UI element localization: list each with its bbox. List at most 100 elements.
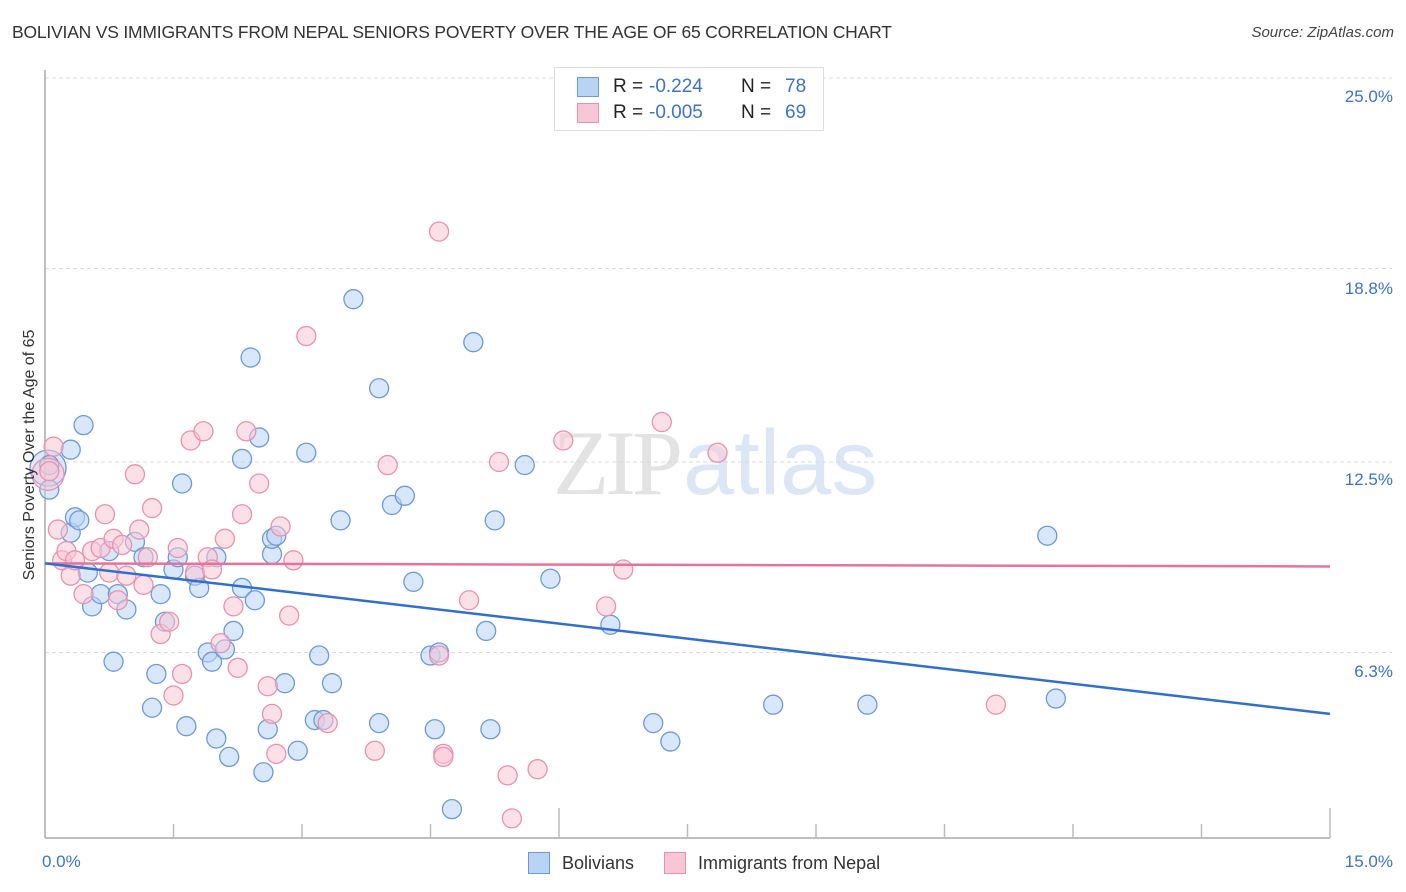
nepal-point bbox=[278, 605, 300, 626]
bolivians-point bbox=[201, 651, 223, 672]
bolivians-point bbox=[1037, 525, 1058, 546]
nepal-point bbox=[116, 565, 137, 586]
legend-item-nepal[interactable]: Immigrants from Nepal bbox=[664, 852, 880, 874]
bolivians-point bbox=[274, 673, 296, 694]
bolivians-swatch-icon bbox=[577, 77, 599, 97]
legend-label: Immigrants from Nepal bbox=[698, 852, 881, 873]
watermark-atlas: atlas bbox=[683, 412, 878, 514]
r-value: -0.224 bbox=[649, 76, 703, 97]
bolivians-point bbox=[240, 347, 261, 368]
stats-legend: R = -0.224 N = 78 R = -0.005 N = 69 bbox=[554, 67, 824, 131]
legend-item-bolivians[interactable]: Bolivians bbox=[528, 852, 634, 874]
source-label: Source: ZipAtlas.com bbox=[1251, 24, 1394, 41]
bolivians-point bbox=[296, 442, 317, 463]
nepal-point bbox=[257, 676, 278, 697]
nepal-point bbox=[553, 430, 574, 451]
bolivians-point bbox=[403, 571, 424, 592]
nepal-point bbox=[73, 583, 94, 605]
nepal-point bbox=[193, 421, 214, 442]
nepal-point bbox=[107, 590, 128, 611]
bolivians-point bbox=[90, 583, 111, 605]
n-label: N = bbox=[741, 102, 772, 123]
nepal-point bbox=[501, 808, 523, 829]
bolivians-point bbox=[484, 510, 505, 531]
nepal-point bbox=[210, 633, 231, 654]
bolivians-point bbox=[660, 731, 681, 752]
legend-label: Bolivians bbox=[562, 852, 635, 873]
nepal-points bbox=[31, 221, 1007, 829]
bolivians-point bbox=[141, 697, 163, 718]
bolivians-point bbox=[223, 620, 244, 642]
nepal-point bbox=[317, 712, 338, 734]
nepal-point bbox=[266, 743, 287, 764]
bolivians-point bbox=[308, 645, 330, 666]
nepal-point bbox=[364, 740, 385, 761]
bolivians-point bbox=[763, 694, 784, 715]
y-tick-25: 25.0% bbox=[1344, 87, 1393, 106]
chart-title: BOLIVIAN VS IMMIGRANTS FROM NEPAL SENIOR… bbox=[12, 22, 892, 42]
bolivians-point bbox=[219, 746, 240, 768]
nepal-point bbox=[527, 759, 548, 780]
nepal-point bbox=[651, 411, 672, 433]
nepal-point bbox=[707, 442, 728, 463]
bolivians-point bbox=[146, 663, 167, 685]
nepal-point bbox=[270, 516, 291, 537]
r-value: -0.005 bbox=[649, 102, 703, 123]
nepal-point bbox=[377, 454, 398, 476]
nepal-point bbox=[129, 519, 150, 540]
nepal-legend-swatch-icon bbox=[664, 852, 687, 874]
bolivians-point bbox=[463, 332, 484, 353]
bolivians-point bbox=[441, 798, 463, 820]
nepal-point bbox=[985, 694, 1007, 715]
y-tick-6-3: 6.3% bbox=[1354, 662, 1393, 681]
nepal-trend-line bbox=[44, 562, 1331, 568]
bolivians-point bbox=[244, 590, 266, 611]
bolivians-point bbox=[103, 651, 124, 672]
nepal-point bbox=[159, 611, 180, 632]
nepal-point bbox=[94, 504, 116, 525]
nepal-point bbox=[171, 663, 193, 685]
nepal-point bbox=[163, 685, 184, 706]
nepal-point bbox=[47, 519, 68, 540]
nepal-point bbox=[497, 765, 518, 786]
nepal-point bbox=[43, 436, 64, 457]
y-tick-12-5: 12.5% bbox=[1344, 470, 1393, 489]
nepal-point bbox=[227, 657, 248, 678]
stats-row-nepal: R = -0.005 N = 69 bbox=[577, 101, 806, 125]
nepal-point bbox=[64, 550, 86, 571]
n-value: 78 bbox=[785, 76, 807, 97]
r-label: R = bbox=[613, 102, 644, 123]
nepal-point bbox=[137, 547, 158, 568]
bolivians-point bbox=[253, 762, 274, 783]
n-label: N = bbox=[741, 76, 772, 97]
x-tick-0: 0.0% bbox=[42, 852, 81, 871]
series-legend: Bolivians Immigrants from Nepal bbox=[528, 852, 910, 874]
nepal-point bbox=[283, 550, 304, 571]
bolivians-point bbox=[394, 485, 415, 506]
r-label: R = bbox=[613, 76, 644, 97]
bolivians-point bbox=[330, 510, 351, 531]
bolivians-point bbox=[857, 694, 878, 715]
nepal-point bbox=[236, 421, 257, 442]
bolivians-point bbox=[343, 289, 364, 310]
nepal-point bbox=[39, 461, 60, 482]
bolivians-point bbox=[287, 740, 308, 761]
nepal-point bbox=[261, 703, 283, 725]
nepal-point bbox=[214, 528, 236, 549]
nepal-point bbox=[167, 537, 188, 559]
bolivians-point bbox=[514, 454, 535, 476]
bolivians-point bbox=[231, 448, 253, 470]
nepal-point bbox=[428, 645, 450, 666]
nepal-point bbox=[458, 590, 480, 611]
y-tick-18-8: 18.8% bbox=[1344, 279, 1393, 298]
nepal-point bbox=[141, 497, 163, 519]
bolivians-point bbox=[424, 719, 445, 740]
nepal-point bbox=[613, 559, 634, 580]
trend-lines bbox=[44, 562, 1331, 716]
bolivians-point bbox=[69, 510, 90, 531]
nepal-point bbox=[595, 596, 617, 617]
bolivians-point bbox=[321, 673, 343, 694]
bolivians-legend-swatch-icon bbox=[528, 852, 550, 874]
x-tick-15: 15.0% bbox=[1344, 852, 1393, 871]
